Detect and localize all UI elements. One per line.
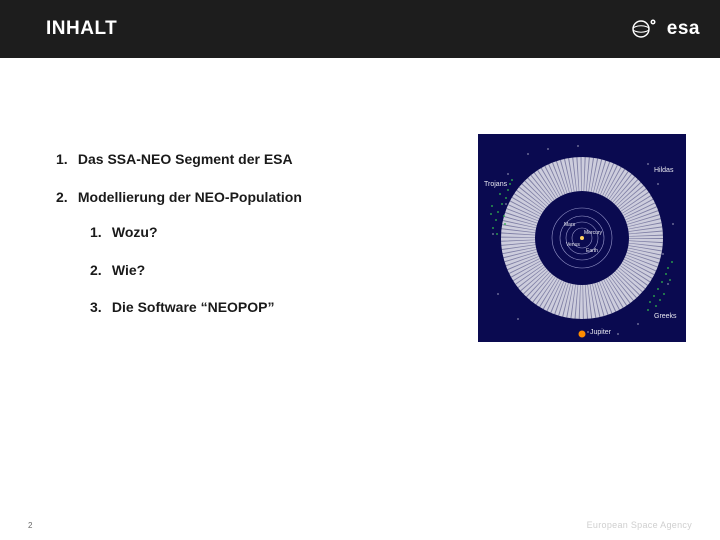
- item-number: 2.: [56, 188, 74, 208]
- jupiter-dot: [579, 331, 586, 338]
- outline-sub: 1. Wozu? 2. Wie? 3. Die Software “NEOPOP…: [90, 223, 436, 318]
- list-item: 3. Die Software “NEOPOP”: [90, 298, 436, 318]
- item-text: Modellierung der NEO-Population: [78, 189, 302, 205]
- asteroid-belt-svg: Trojans Hildas Greeks Jupiter Mars Mercu…: [478, 134, 686, 342]
- outline-main: 1. Das SSA-NEO Segment der ESA 2. Modell…: [56, 150, 436, 318]
- list-item: 1. Das SSA-NEO Segment der ESA: [56, 150, 436, 170]
- asteroid-belt-figure: Trojans Hildas Greeks Jupiter Mars Mercu…: [478, 134, 686, 342]
- esa-logo-text: esa: [667, 18, 700, 40]
- label-inner-0: Mars: [564, 222, 576, 228]
- item-number: 1.: [90, 223, 108, 243]
- label-inner-1: Mercury: [584, 230, 603, 236]
- header-bar: INHALT esa: [0, 0, 720, 58]
- item-text: Das SSA-NEO Segment der ESA: [78, 151, 293, 167]
- slide: INHALT esa 1. Das SSA-NEO Segment der ES…: [0, 0, 720, 540]
- label-inner-3: Earth: [586, 248, 598, 254]
- label-jupiter: Jupiter: [590, 329, 612, 336]
- list-item: 1. Wozu?: [90, 223, 436, 243]
- list-item: 2. Modellierung der NEO-Population 1. Wo…: [56, 188, 436, 318]
- page-number: 2: [28, 521, 32, 530]
- content-list: 1. Das SSA-NEO Segment der ESA 2. Modell…: [56, 150, 436, 336]
- label-trojans: Trojans: [484, 181, 508, 188]
- item-text: Die Software “NEOPOP”: [112, 299, 275, 315]
- label-hildas: Hildas: [654, 167, 674, 174]
- esa-logo-icon: [631, 15, 661, 43]
- list-item: 2. Wie?: [90, 261, 436, 281]
- label-inner-2: Venus: [566, 242, 580, 248]
- sun-dot: [580, 236, 584, 240]
- item-number: 3.: [90, 298, 108, 318]
- item-text: Wie?: [112, 262, 145, 278]
- footer-agency: European Space Agency: [587, 520, 692, 530]
- item-number: 2.: [90, 261, 108, 281]
- item-text: Wozu?: [112, 224, 158, 240]
- slide-title: INHALT: [46, 18, 117, 40]
- label-greeks: Greeks: [654, 313, 677, 320]
- esa-logo: esa: [631, 15, 700, 43]
- item-number: 1.: [56, 150, 74, 170]
